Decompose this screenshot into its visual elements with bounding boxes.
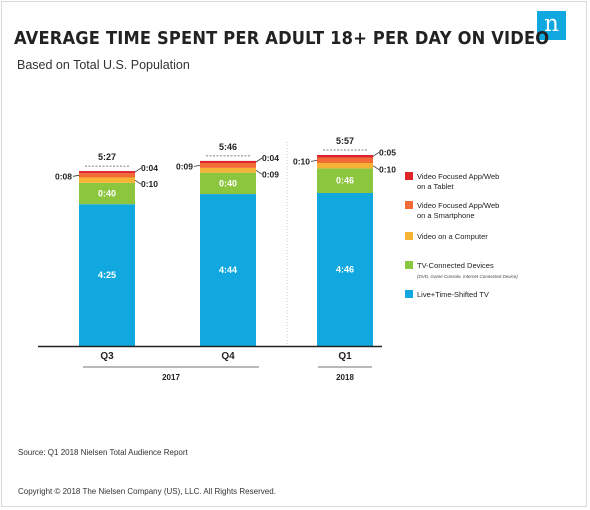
callout-computer-q4: 0:09	[262, 169, 279, 179]
callout-line-smartphone-q4	[193, 165, 201, 167]
callout-line-smartphone-q3	[72, 174, 80, 177]
callout-line-computer-q4	[255, 169, 263, 175]
legend-label-0-0: Live+Time-Shifted TV	[417, 290, 489, 299]
callout-computer-q3: 0:10	[141, 179, 158, 189]
callout-tablet-q3: 0:04	[141, 163, 158, 173]
x-tick-q4: Q4	[221, 351, 235, 362]
bar-segment-q4-4	[200, 160, 256, 164]
callout-line-computer-q3	[134, 179, 142, 185]
callout-computer-q1: 0:10	[379, 165, 396, 175]
callout-tablet-q1: 0:05	[379, 147, 396, 157]
bar-segment-q4-0	[200, 194, 256, 346]
legend-label-3-0: Video Focused App/Web	[417, 201, 499, 210]
legend-swatch-0	[405, 290, 413, 298]
legend-swatch-1	[405, 261, 413, 269]
legend-label-4-0: Video Focused App/Web	[417, 172, 499, 181]
callout-line-computer-q1	[372, 165, 380, 171]
bar-label-q3-0: 4:25	[98, 270, 116, 280]
total-label-q1: 5:57	[336, 136, 354, 146]
legend-label-2-0: Video on a Computer	[417, 232, 488, 241]
bar-segment-q3-0	[79, 204, 135, 346]
bar-label-q3-1: 0:40	[98, 189, 116, 199]
bar-segment-q3-3	[79, 173, 135, 178]
bar-label-q1-1: 0:46	[336, 176, 354, 186]
callout-line-tablet-q1	[372, 151, 380, 157]
bar-segment-q1-2	[317, 163, 373, 169]
bar-segment-q1-1	[317, 168, 373, 193]
bar-label-q4-0: 4:44	[219, 265, 237, 275]
bar-segment-q3-4	[79, 171, 135, 174]
callout-line-smartphone-q1	[310, 160, 318, 162]
source-note: Source: Q1 2018 Nielsen Total Audience R…	[18, 448, 188, 457]
chart-title: AVERAGE TIME SPENT PER ADULT 18+ PER DAY…	[14, 29, 550, 49]
callout-tablet-q4: 0:04	[262, 153, 279, 163]
bar-segment-q1-4	[317, 155, 373, 158]
x-tick-q3: Q3	[100, 351, 114, 362]
year-label-2018: 2018	[336, 373, 354, 382]
legend-note-1: (DVD, Game Console, Internet Connected D…	[417, 274, 518, 279]
copyright-note: Copyright © 2018 The Nielsen Company (US…	[18, 487, 276, 496]
year-label-2017: 2017	[162, 373, 180, 382]
chart-subtitle: Based on Total U.S. Population	[17, 58, 190, 72]
bar-segment-q3-2	[79, 177, 135, 183]
total-label-q4: 5:46	[219, 142, 237, 152]
legend-swatch-3	[405, 201, 413, 209]
callout-line-tablet-q3	[134, 167, 142, 173]
logo-letter: n	[544, 11, 559, 37]
legend-label-1-0: TV-Connected Devices	[417, 261, 494, 270]
bar-segment-q4-2	[200, 167, 256, 173]
total-label-q3: 5:27	[98, 152, 116, 162]
bar-label-q1-0: 4:46	[336, 265, 354, 275]
bar-segment-q1-3	[317, 157, 373, 164]
callout-smartphone-q3: 0:08	[55, 171, 72, 181]
bar-segment-q4-1	[200, 172, 256, 195]
legend-label-3-1: on a Smartphone	[417, 211, 475, 220]
legend-swatch-4	[405, 172, 413, 180]
bar-label-q4-1: 0:40	[219, 178, 237, 188]
callout-smartphone-q1: 0:10	[293, 156, 310, 166]
nielsen-logo: n	[537, 11, 566, 40]
callout-line-tablet-q4	[255, 157, 263, 163]
legend-label-4-1: on a Tablet	[417, 182, 454, 191]
bar-segment-q3-1	[79, 182, 135, 205]
callout-smartphone-q4: 0:09	[176, 161, 193, 171]
bar-segment-q4-3	[200, 163, 256, 168]
legend-swatch-2	[405, 232, 413, 240]
x-tick-q1: Q1	[338, 351, 352, 362]
bar-segment-q1-0	[317, 192, 373, 346]
